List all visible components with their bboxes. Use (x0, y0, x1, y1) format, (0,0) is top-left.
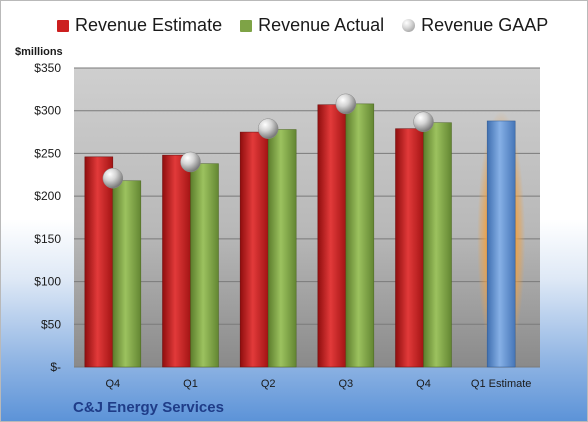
legend-label-estimate: Revenue Estimate (75, 15, 223, 35)
bar-revenue-actual (190, 163, 219, 368)
y-tick-label: $250 (34, 146, 61, 160)
y-tick-label: $350 (34, 61, 61, 75)
legend-item-actual: Revenue Actual (240, 15, 384, 36)
x-tick-label: Q1 Estimate (471, 378, 532, 390)
marker-revenue-gaap (102, 167, 124, 189)
y-tick-label: $50 (41, 317, 61, 331)
y-tick-label: $300 (34, 104, 61, 118)
x-tick-label: Q4 (416, 378, 431, 390)
y-tick-label: $200 (34, 189, 61, 203)
bar-revenue-actual (267, 129, 297, 368)
legend-swatch-estimate (57, 19, 69, 32)
y-tick-label: $- (50, 360, 61, 374)
bar-revenue-actual (112, 180, 142, 368)
legend-item-gaap: Revenue GAAP (402, 15, 548, 36)
plot-area (74, 68, 540, 367)
y-tick-label: $100 (34, 275, 61, 289)
marker-revenue-gaap (335, 93, 357, 115)
y-tick-label: $150 (34, 232, 61, 246)
bar-revenue-estimate (239, 131, 269, 368)
bar-revenue-estimate (317, 104, 347, 368)
legend-swatch-gaap (402, 19, 416, 32)
marker-revenue-gaap (180, 151, 201, 173)
x-tick-label: Q4 (105, 378, 120, 390)
legend: Revenue Estimate Revenue Actual Revenue … (57, 15, 566, 36)
y-axis-unit-label: $millions (15, 46, 63, 58)
marker-revenue-gaap (257, 118, 279, 139)
legend-item-estimate: Revenue Estimate (57, 15, 222, 36)
bar-revenue-actual (423, 122, 452, 368)
bar-revenue-actual (345, 103, 375, 368)
bar-q1-estimate (486, 120, 516, 368)
bar-revenue-estimate (162, 154, 191, 368)
bar-revenue-estimate (395, 128, 424, 368)
company-name: C&J Energy Services (73, 399, 224, 416)
legend-swatch-actual (240, 19, 253, 32)
bar-revenue-estimate (84, 156, 114, 368)
legend-label-actual: Revenue Actual (258, 15, 385, 35)
x-tick-label: Q1 (183, 378, 198, 390)
x-tick-label: Q3 (338, 378, 353, 390)
x-tick-label: Q2 (261, 378, 276, 390)
marker-revenue-gaap (413, 111, 434, 133)
legend-label-gaap: Revenue GAAP (421, 15, 549, 35)
